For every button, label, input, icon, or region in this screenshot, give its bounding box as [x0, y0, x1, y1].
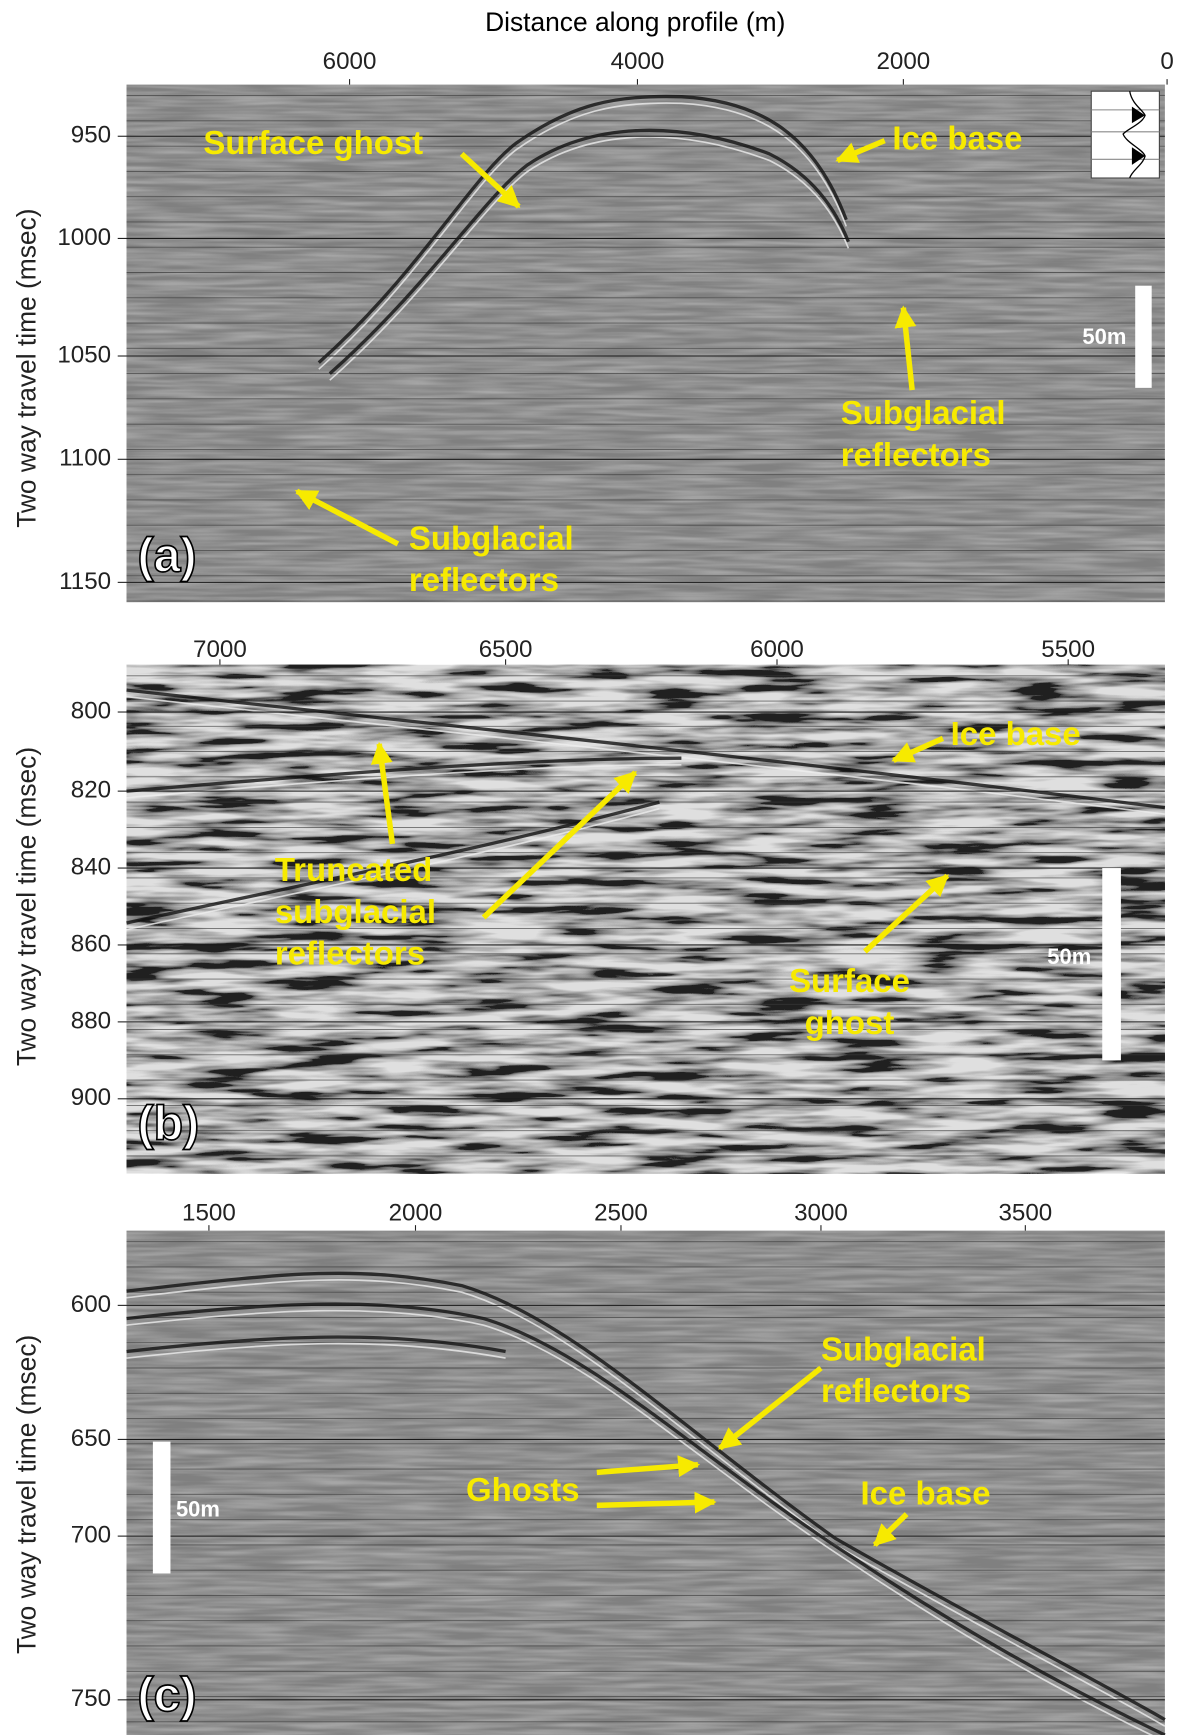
reflector-ghost	[329, 136, 850, 381]
reflector	[126, 1335, 506, 1354]
reflector	[126, 688, 1166, 810]
x-tick-label: 2000	[876, 48, 930, 75]
x-tick-label: 6500	[479, 636, 533, 663]
annotation-arrow	[894, 305, 917, 391]
annotation-arrow	[891, 735, 945, 763]
wavelet-fill	[1131, 106, 1146, 165]
y-axis-title: Two way travel time (msec)	[12, 747, 42, 1066]
reflector	[126, 800, 660, 925]
wavelet-inset	[1090, 90, 1160, 179]
inset-box	[1090, 90, 1160, 179]
scale-bar	[152, 1441, 171, 1574]
x-tick-label: 3500	[998, 1200, 1052, 1227]
annotation-arrow	[481, 770, 638, 920]
x-tick-label: 0	[1160, 48, 1173, 75]
panel-label: (b)	[137, 1096, 199, 1150]
x-tick-label: 5500	[1041, 636, 1095, 663]
seismic-texture	[126, 664, 1165, 1174]
wavelet	[1122, 91, 1146, 179]
annotation: ghost	[805, 1004, 895, 1041]
y-tick-label: 1100	[59, 445, 111, 472]
seismic-panel	[126, 84, 1165, 603]
y-tick-label: 650	[71, 1425, 111, 1452]
y-tick-label: 600	[71, 1291, 111, 1318]
annotation-arrow	[718, 1365, 823, 1451]
seismic-panel	[126, 1230, 1166, 1735]
annotation: Subglacial	[409, 519, 574, 556]
annotation-arrow	[835, 138, 886, 163]
y-tick-label: 820	[71, 777, 111, 804]
panel-label: (c)	[137, 1668, 196, 1722]
annotation-arrow	[863, 873, 950, 954]
reflector	[317, 94, 848, 364]
scale-bar	[1135, 285, 1152, 388]
y-tick-label: 700	[71, 1522, 111, 1549]
scale-bar	[1102, 868, 1121, 1061]
y-tick-label: 1050	[57, 341, 111, 368]
annotation-arrow	[872, 1512, 909, 1547]
reflector-ghost	[126, 763, 682, 799]
scale-bar-label: 50m	[1082, 324, 1126, 349]
y-tick-label: 800	[71, 697, 111, 724]
reflector-ghost	[318, 102, 847, 370]
x-tick-label: 1500	[182, 1200, 236, 1227]
annotation-arrow	[596, 1455, 701, 1478]
annotation-arrow	[596, 1491, 717, 1514]
y-axis-title: Two way travel time (msec)	[12, 208, 42, 527]
reflector-ghost	[126, 807, 660, 931]
x-tick-label: 3000	[794, 1200, 848, 1227]
reflector	[126, 756, 682, 793]
annotation: reflectors	[275, 935, 425, 972]
seismic-panel	[126, 664, 1166, 1174]
y-tick-label: 950	[71, 122, 111, 149]
annotation: Surface	[789, 962, 910, 999]
annotation: Subglacial	[841, 394, 1006, 431]
annotation: Ice base	[892, 119, 1022, 156]
seismic-texture	[126, 84, 1165, 603]
y-tick-label: 750	[71, 1685, 111, 1712]
annotation: reflectors	[821, 1372, 971, 1409]
annotation: Subglacial	[821, 1330, 986, 1367]
scale-bar-label: 50m	[176, 1497, 220, 1522]
x-tick-label: 4000	[611, 48, 665, 75]
annotation-arrow	[370, 741, 396, 845]
reflector-ghost	[126, 1342, 506, 1359]
annotation: reflectors	[841, 436, 991, 473]
reflector	[126, 1302, 1166, 1735]
annotation: Truncated	[275, 851, 432, 888]
y-tick-label: 840	[71, 853, 111, 880]
reflector-ghost	[126, 1279, 1166, 1727]
x-tick-label: 2000	[389, 1200, 443, 1227]
x-tick-label: 7000	[193, 636, 247, 663]
reflector-ghost	[126, 1309, 1154, 1735]
x-tick-label: 6000	[750, 636, 804, 663]
annotation: Surface ghost	[203, 124, 423, 161]
annotation: Ghosts	[466, 1471, 580, 1508]
x-tick-label: 2500	[594, 1200, 648, 1227]
annotation: Ice base	[861, 1474, 991, 1511]
panel-label: (a)	[137, 528, 196, 582]
y-tick-label: 880	[71, 1007, 111, 1034]
annotation: reflectors	[409, 561, 559, 598]
reflector	[328, 128, 850, 375]
y-axis-title: Two way travel time (msec)	[12, 1335, 42, 1654]
scale-bar-label: 50m	[1047, 944, 1091, 969]
y-tick-label: 860	[71, 930, 111, 957]
annotation-arrow	[459, 151, 521, 209]
annotation: Ice base	[951, 715, 1081, 752]
x-tick-label: 6000	[323, 48, 377, 75]
x-axis-title: Distance along profile (m)	[485, 7, 785, 37]
annotation-arrow	[294, 488, 400, 547]
reflector	[126, 1271, 1166, 1722]
y-tick-label: 1150	[59, 568, 111, 595]
annotation: subglacial	[275, 893, 436, 930]
y-tick-label: 1000	[57, 224, 111, 251]
y-tick-label: 900	[71, 1084, 111, 1111]
